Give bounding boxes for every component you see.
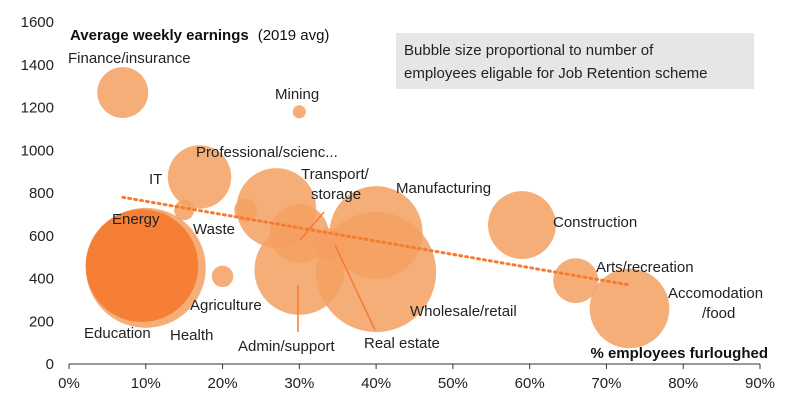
y-tick-label: 1600 xyxy=(21,14,54,31)
y-tick-label: 1400 xyxy=(21,57,54,74)
label-it: IT xyxy=(149,171,162,188)
label-accomodation-line-1: Accomodation xyxy=(668,285,763,302)
label-mining: Mining xyxy=(275,86,319,103)
y-tick-label: 400 xyxy=(29,271,54,288)
label-manufacturing: Manufacturing xyxy=(396,180,491,197)
x-tick-label: 40% xyxy=(361,375,391,392)
label-transport-line-2: storage xyxy=(311,186,361,203)
y-tick-label: 1000 xyxy=(21,142,54,159)
y-tick-label: 600 xyxy=(29,228,54,245)
bubble-it xyxy=(174,200,195,221)
bubble-manufacturing xyxy=(329,186,423,280)
y-tick-label: 800 xyxy=(29,185,54,202)
x-tick-label: 70% xyxy=(591,375,621,392)
bubble-professional-scienc xyxy=(167,145,232,209)
label-wholesale: Wholesale/retail xyxy=(410,303,517,320)
y-tick-label: 0 xyxy=(46,356,54,373)
x-tick-label: 10% xyxy=(131,375,161,392)
label-waste: Waste xyxy=(193,221,235,238)
label-education: Education xyxy=(84,325,151,342)
label-leader-lines xyxy=(297,211,376,332)
x-tick-label: 80% xyxy=(668,375,698,392)
bubble-health xyxy=(85,209,199,322)
leader-real-estate xyxy=(334,244,376,331)
note-line-2: employees eligable for Job Retention sch… xyxy=(404,65,708,82)
label-energy: Energy xyxy=(112,211,160,228)
label-transport-line-1: Transport/ xyxy=(301,166,370,183)
bubble-finance-insurance xyxy=(97,67,149,118)
y-tick-label: 200 xyxy=(29,313,54,330)
x-axis-label: % employees furloughed xyxy=(590,345,768,362)
label-admin: Admin/support xyxy=(238,338,336,355)
chart-title: Average weekly earnings (2019 avg) xyxy=(70,27,329,44)
x-tick-label: 90% xyxy=(745,375,775,392)
x-tick-label: 50% xyxy=(438,375,468,392)
label-real-estate: Real estate xyxy=(364,335,440,352)
chart-title-bold: Average weekly earnings xyxy=(70,27,249,44)
chart-title-suffix: (2019 avg) xyxy=(258,27,330,44)
note-line-1: Bubble size proportional to number of xyxy=(404,42,654,59)
bubble-energy xyxy=(234,198,257,222)
label-transport: Transport/ storage xyxy=(301,166,373,203)
label-finance: Finance/insurance xyxy=(68,50,191,67)
label-agriculture: Agriculture xyxy=(190,297,262,314)
y-axis-ticks: 0 200 400 600 800 1000 1200 1400 1600 xyxy=(21,14,54,373)
label-health: Health xyxy=(170,327,213,344)
bubbles xyxy=(85,67,670,349)
x-tick-label: 20% xyxy=(208,375,238,392)
x-tick-label: 0% xyxy=(58,375,80,392)
label-construction: Construction xyxy=(553,214,637,231)
bubble-labels: Finance/insurance Mining Professional/sc… xyxy=(68,50,767,355)
trend-line xyxy=(121,195,631,287)
x-axis-ticks: 0% 10% 20% 30% 40% 50% 60% 70% 80% 90% xyxy=(58,364,775,392)
x-tick-label: 60% xyxy=(515,375,545,392)
y-tick-label: 1200 xyxy=(21,100,54,117)
leader-transport xyxy=(299,211,325,241)
note-box xyxy=(396,33,754,89)
label-arts: Arts/recreation xyxy=(596,259,694,276)
x-tick-label: 30% xyxy=(284,375,314,392)
label-accomodation-line-2: /food xyxy=(702,305,735,322)
bubble-construction xyxy=(488,191,556,260)
bubble-arts-recreation xyxy=(553,258,599,304)
label-professional: Professional/scienc... xyxy=(196,144,338,161)
bubble-agriculture xyxy=(211,265,234,288)
label-accomodation: Accomodation /food xyxy=(668,285,767,322)
bubble-transport-storage xyxy=(269,204,329,264)
bubble-accomodation-food xyxy=(589,268,670,349)
bubble-mining xyxy=(292,105,306,119)
